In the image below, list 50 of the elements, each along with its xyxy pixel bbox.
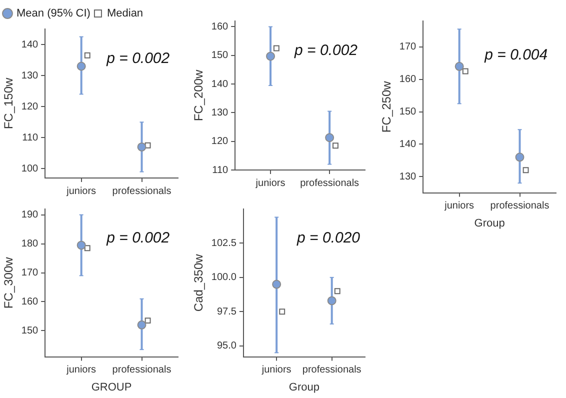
annotation: p = 0.002 bbox=[106, 50, 170, 67]
x-tick-label: juniors bbox=[444, 200, 474, 212]
y-tick-label: 190 bbox=[21, 210, 39, 221]
y-tick-label: 140 bbox=[21, 39, 39, 50]
y-axis-title: FC_150w bbox=[2, 77, 16, 130]
x-axis-title: Group bbox=[474, 217, 505, 230]
annotation: p = 0.004 bbox=[484, 46, 548, 64]
y-tick-label: 120 bbox=[211, 136, 229, 148]
annotation: p = 0.002 bbox=[106, 230, 170, 247]
y-axis-title: FC_200w bbox=[192, 69, 206, 122]
y-tick-label: 97.5 bbox=[216, 306, 237, 318]
y-tick-label: 150 bbox=[211, 50, 229, 62]
annotation: p = 0.002 bbox=[294, 42, 358, 59]
x-tick-label: juniors bbox=[260, 364, 292, 376]
x-tick-label: juniors bbox=[254, 178, 286, 189]
y-tick-label: 95.0 bbox=[216, 340, 237, 352]
y-tick-label: 110 bbox=[212, 164, 229, 176]
x-tick-label: professionals bbox=[112, 364, 172, 376]
y-tick-label: 100.0 bbox=[211, 272, 237, 284]
y-tick-label: 130 bbox=[211, 107, 229, 118]
legend-label: Median bbox=[106, 8, 144, 20]
x-axis-title: GROUP bbox=[91, 381, 132, 394]
y-tick-label: 140 bbox=[211, 78, 229, 90]
y-tick-label: 170 bbox=[399, 42, 417, 53]
y-tick-label: 110 bbox=[22, 132, 39, 144]
y-tick-label: 130 bbox=[399, 171, 417, 182]
x-axis-title: Group bbox=[288, 381, 320, 394]
x-tick-label: professionals bbox=[302, 364, 362, 376]
y-tick-label: 160 bbox=[211, 21, 229, 32]
y-axis-title: Cad_350w bbox=[192, 254, 206, 312]
y-tick-label: 170 bbox=[21, 268, 39, 279]
x-tick-label: professionals bbox=[300, 178, 360, 189]
y-tick-label: 150 bbox=[21, 325, 39, 336]
y-tick-label: 150 bbox=[399, 106, 417, 118]
x-tick-label: juniors bbox=[66, 364, 96, 376]
x-tick-label: professionals bbox=[490, 200, 550, 212]
y-axis-title: FC_250w bbox=[380, 80, 394, 133]
y-tick-label: 180 bbox=[21, 238, 39, 250]
y-tick-label: 102.5 bbox=[211, 238, 237, 249]
y-tick-label: 160 bbox=[21, 296, 39, 308]
x-tick-label: professionals bbox=[112, 186, 172, 197]
y-tick-label: 140 bbox=[399, 138, 417, 150]
y-tick-label: 100 bbox=[21, 163, 39, 174]
y-axis-title: FC_300w bbox=[2, 256, 16, 309]
legend-label: Mean (95% CI) bbox=[16, 8, 90, 20]
x-tick-label: juniors bbox=[66, 186, 96, 197]
annotation: p = 0.020 bbox=[296, 230, 361, 247]
y-tick-label: 160 bbox=[399, 74, 417, 86]
y-tick-label: 130 bbox=[21, 70, 39, 82]
y-tick-label: 120 bbox=[21, 101, 39, 112]
